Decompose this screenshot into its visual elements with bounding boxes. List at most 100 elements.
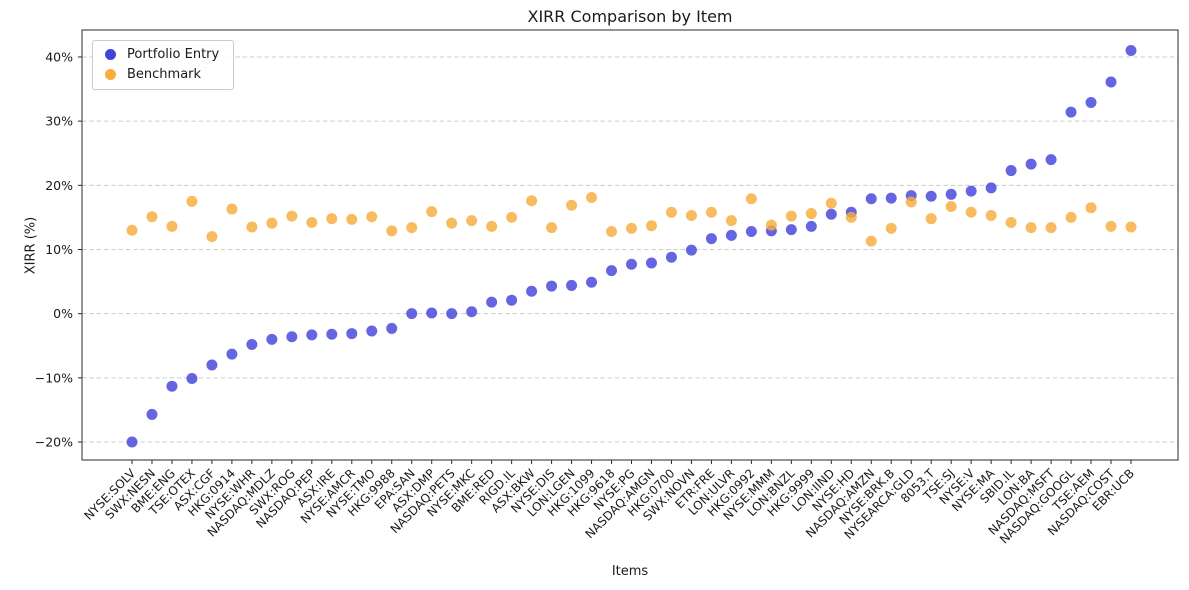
data-point (206, 231, 218, 243)
data-point (1105, 76, 1117, 88)
data-point (885, 192, 897, 204)
data-point (1005, 165, 1017, 177)
data-point (366, 211, 378, 223)
data-point (566, 199, 578, 211)
data-point (1065, 211, 1077, 223)
data-point (925, 190, 937, 202)
y-tick-label: 30% (45, 114, 73, 129)
data-point (1085, 97, 1097, 109)
data-point (166, 220, 178, 232)
data-point (346, 328, 358, 340)
data-point (286, 331, 298, 343)
data-point (665, 206, 677, 218)
data-point (1005, 217, 1017, 229)
data-point (306, 217, 318, 229)
data-point (366, 325, 378, 337)
data-point (785, 210, 797, 222)
legend: Portfolio Entry Benchmark (92, 40, 235, 90)
data-point (246, 338, 258, 350)
data-point (186, 372, 198, 384)
data-point (146, 211, 158, 223)
data-point (586, 192, 598, 204)
data-point (805, 220, 817, 232)
data-point (206, 359, 218, 371)
data-point (566, 279, 578, 291)
data-point (246, 221, 258, 233)
data-point (466, 215, 478, 227)
data-point (1045, 154, 1057, 166)
data-point (1105, 220, 1117, 232)
data-point (985, 209, 997, 221)
data-point (905, 196, 917, 208)
data-point (166, 380, 178, 392)
benchmark-marker-icon (105, 69, 116, 80)
data-point (346, 213, 358, 225)
data-point (626, 258, 637, 270)
data-point (486, 296, 498, 308)
data-point (1045, 222, 1057, 234)
data-point (885, 222, 897, 234)
data-point (965, 185, 977, 197)
portfolio-entry-marker-icon (105, 49, 116, 60)
y-tick-label: 0% (53, 306, 73, 321)
data-point (466, 306, 478, 318)
data-point (266, 217, 278, 229)
data-point (705, 206, 717, 218)
data-point (805, 208, 817, 220)
data-point (546, 222, 558, 234)
legend-item-portfolio-entry: Portfolio Entry (105, 46, 219, 63)
data-point (825, 208, 837, 220)
data-point (1125, 45, 1137, 57)
data-point (1085, 202, 1097, 214)
data-point (685, 244, 697, 256)
data-point (865, 193, 877, 205)
legend-label-portfolio-entry: Portfolio Entry (127, 47, 220, 62)
data-point (685, 209, 697, 221)
data-point (526, 285, 538, 297)
data-point (645, 257, 657, 269)
data-point (745, 226, 757, 238)
data-point (945, 188, 957, 200)
data-point (546, 280, 558, 292)
y-axis-label: XIRR (%) (23, 216, 39, 275)
data-point (386, 322, 398, 334)
data-point (306, 329, 318, 341)
y-tick-label: 40% (45, 49, 73, 64)
data-point (406, 222, 418, 234)
y-tick-label: 10% (45, 242, 73, 257)
data-point (705, 233, 717, 245)
data-point (626, 222, 637, 234)
data-point (126, 224, 138, 236)
data-point (606, 265, 618, 277)
data-point (406, 308, 418, 320)
data-point (785, 224, 797, 236)
data-point (985, 182, 997, 194)
plot-area (82, 30, 1178, 460)
data-point (945, 200, 957, 212)
data-point (426, 206, 438, 218)
data-point (226, 348, 238, 360)
data-point (286, 210, 298, 222)
data-point (645, 220, 657, 232)
data-point (925, 213, 937, 225)
data-point (146, 408, 158, 420)
data-point (386, 225, 398, 237)
data-point (446, 217, 458, 229)
data-point (1065, 106, 1077, 118)
data-point (965, 206, 977, 218)
data-point (126, 436, 138, 448)
data-point (725, 229, 737, 241)
data-point (586, 276, 598, 288)
data-point (326, 213, 338, 225)
data-point (1025, 222, 1037, 234)
chart-title: XIRR Comparison by Item (527, 7, 733, 26)
data-point (1025, 158, 1037, 170)
data-point (486, 220, 498, 232)
data-point (745, 193, 757, 205)
legend-label-benchmark: Benchmark (127, 67, 202, 82)
data-point (226, 203, 238, 215)
legend-item-benchmark: Benchmark (105, 66, 219, 83)
data-point (765, 219, 777, 231)
